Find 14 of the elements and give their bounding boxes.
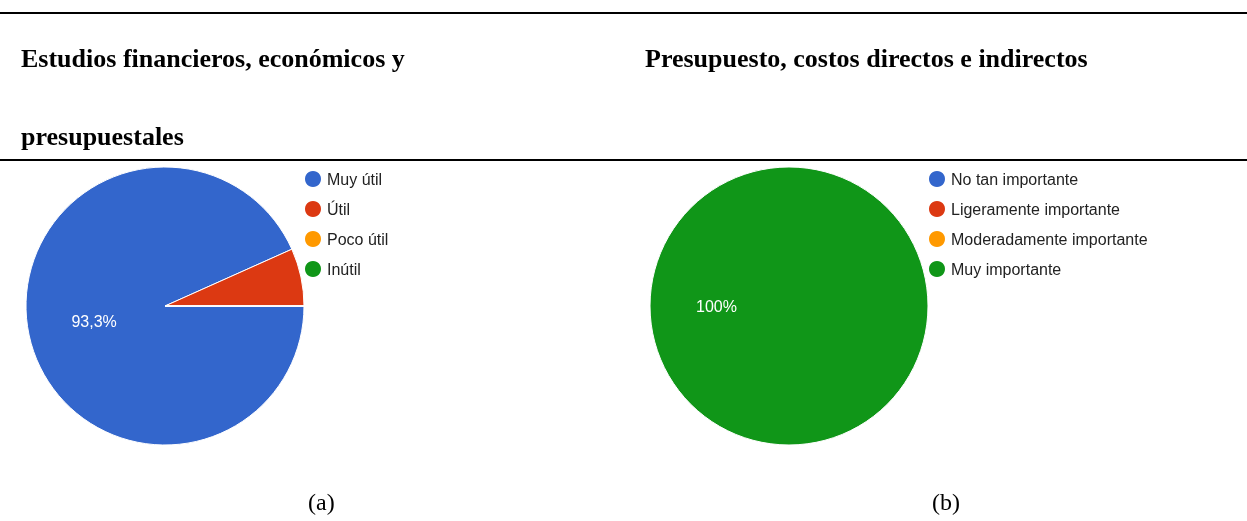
legend-label: Poco útil: [327, 230, 389, 248]
legend-label: Moderadamente importante: [951, 230, 1148, 248]
legend-label: Útil: [327, 199, 351, 218]
data-label: 100%: [696, 297, 737, 315]
legend-label: Muy útil: [327, 170, 383, 188]
legend-label: Muy importante: [951, 260, 1062, 278]
text: (b): [932, 489, 960, 515]
data-label: 93,3%: [71, 312, 117, 330]
legend-label: Ligeramente importante: [951, 200, 1121, 218]
text: (a): [308, 489, 335, 515]
chart-title: Estudios financieros, económicos y presupuestales: [21, 43, 405, 151]
legend-label: No tan importante: [951, 170, 1079, 188]
chart-title: Presupuesto, costos directos e indirectos: [645, 43, 1088, 73]
legend-label: Inútil: [327, 260, 361, 278]
